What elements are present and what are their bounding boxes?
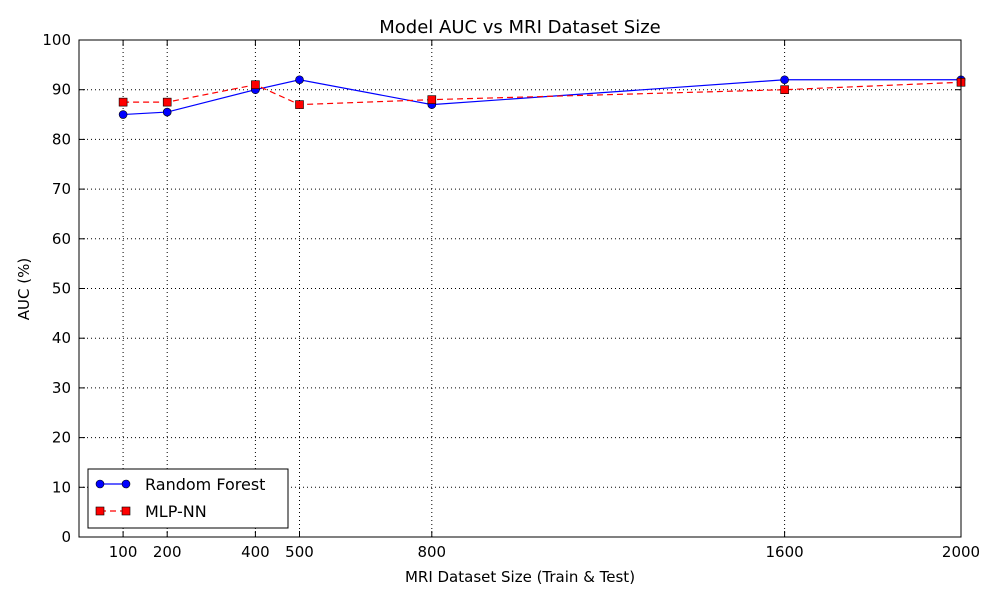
data-point [427,95,437,104]
legend-label: Random Forest [145,475,265,494]
y-tick-label: 80 [52,130,71,148]
y-tick-label: 50 [52,280,71,298]
x-tick-label: 2000 [942,543,980,561]
y-tick-label: 10 [52,478,71,496]
x-tick-label: 400 [241,543,270,561]
data-point [118,110,128,119]
x-tick-label: 100 [109,543,138,561]
data-point [162,107,172,117]
legend-marker [95,506,105,516]
series-layer [118,75,966,119]
series-random-forest [118,75,966,119]
legend-label: MLP-NN [145,502,207,521]
x-tick-label: 500 [285,543,314,561]
y-tick-label: 100 [42,31,71,49]
legend-marker [95,479,105,489]
y-tick-label: 40 [52,329,71,347]
y-tick-label: 30 [52,379,71,397]
ticks-layer: 0 10 20 30 40 50 60 70 80 90 100 100 200 400 500 800 160… [42,31,980,561]
data-point [780,85,789,94]
x-axis-label: MRI Dataset Size (Train & Test) [405,568,635,586]
y-tick-label: 20 [52,429,71,447]
y-tick-label: 0 [61,528,71,546]
chart-title: Model AUC vs MRI Dataset Size [379,17,661,38]
data-point [118,97,128,107]
data-point [162,97,172,107]
x-tick-label: 1600 [766,543,804,561]
y-axis-label: AUC (%) [15,258,33,320]
series-mlp-nn [118,77,966,109]
legend-marker [121,479,131,489]
data-point [295,75,304,85]
plot-frame [78,39,962,538]
y-tick-label: 70 [52,180,71,198]
data-point [295,100,304,109]
x-tick-label: 200 [153,543,182,561]
legend-box [87,468,289,529]
legend: Random Forest MLP-NN [87,468,289,529]
legend-marker [121,506,131,516]
legend-entries: Random Forest MLP-NN [95,475,265,521]
x-tick-label: 800 [417,543,446,561]
data-point [251,80,260,90]
y-tick-label: 60 [52,230,71,248]
y-tick-label: 90 [52,81,71,99]
series-line [123,79,961,116]
series-line [123,81,962,106]
data-point [780,75,789,85]
grid-layer [79,39,962,538]
